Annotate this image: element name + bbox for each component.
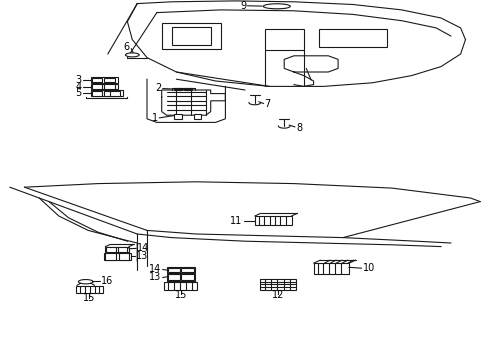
Bar	[265, 29, 304, 50]
Bar	[91, 77, 118, 83]
Bar	[91, 84, 118, 89]
Text: 10: 10	[363, 263, 375, 273]
Text: 12: 12	[272, 290, 285, 300]
Text: 14: 14	[137, 243, 149, 253]
Bar	[168, 274, 180, 280]
Text: 6: 6	[123, 42, 129, 52]
Bar	[105, 253, 116, 260]
Bar	[76, 286, 103, 293]
Text: 15: 15	[174, 290, 187, 300]
Text: 1: 1	[152, 113, 158, 123]
Bar	[162, 23, 220, 49]
Bar	[105, 247, 129, 252]
Text: 13: 13	[136, 251, 148, 261]
Ellipse shape	[264, 4, 290, 9]
Bar	[260, 279, 296, 290]
Text: 13: 13	[149, 272, 162, 282]
Bar	[92, 90, 102, 96]
Bar	[92, 84, 102, 89]
Text: 5: 5	[75, 88, 82, 98]
Bar	[104, 84, 115, 89]
Text: 15: 15	[83, 293, 96, 303]
Bar	[104, 78, 115, 82]
Bar	[106, 247, 116, 252]
Bar	[184, 88, 192, 90]
Text: 3: 3	[75, 75, 82, 85]
Bar	[110, 90, 120, 96]
Text: 8: 8	[296, 123, 303, 133]
Bar	[194, 114, 201, 119]
Bar	[168, 268, 180, 272]
Bar	[104, 90, 115, 96]
Bar	[181, 274, 194, 280]
Text: 11: 11	[230, 216, 243, 225]
Bar	[164, 282, 197, 290]
Bar	[167, 267, 195, 273]
Bar	[119, 253, 129, 260]
Bar	[172, 27, 211, 45]
Bar	[167, 274, 195, 281]
Bar	[92, 78, 102, 82]
Bar	[174, 88, 182, 90]
Text: 16: 16	[101, 276, 114, 286]
Bar	[269, 4, 285, 8]
Text: 4: 4	[75, 82, 82, 91]
Bar	[118, 247, 127, 252]
Bar	[314, 263, 349, 274]
Bar	[255, 216, 292, 225]
Bar	[104, 253, 131, 260]
Bar	[181, 268, 194, 272]
Text: 2: 2	[155, 83, 162, 93]
Bar	[91, 90, 122, 96]
Bar	[174, 114, 182, 119]
Bar	[318, 29, 387, 47]
Text: 9: 9	[240, 1, 246, 11]
Text: 14: 14	[149, 264, 162, 274]
Ellipse shape	[125, 53, 139, 57]
Text: 7: 7	[265, 99, 271, 109]
